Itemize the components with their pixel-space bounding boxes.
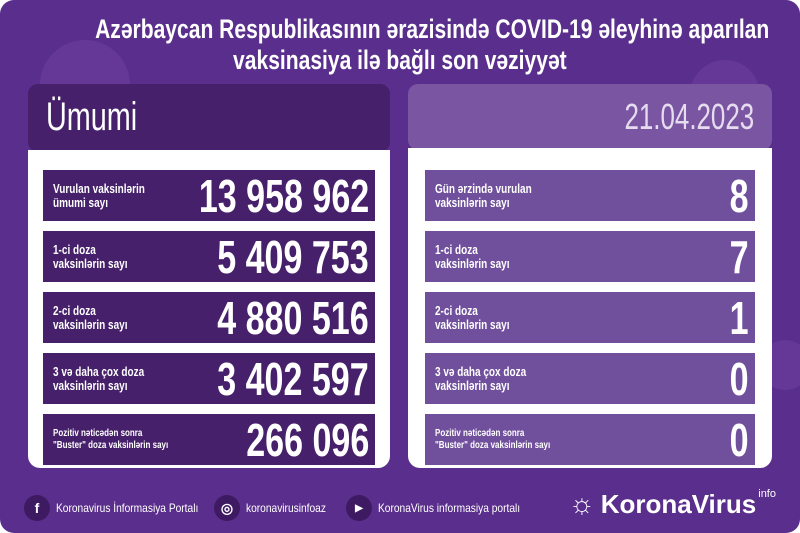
facebook-link[interactable]: f Koronavirus İnformasiya Portalı bbox=[24, 492, 223, 524]
stat-value: 4 880 516 bbox=[217, 292, 369, 344]
stat-value: 13 958 962 bbox=[198, 170, 369, 222]
instagram-icon: ◎ bbox=[214, 495, 240, 521]
koronavirus-logo: ☼ KoronaVirus info bbox=[569, 488, 776, 519]
stat-row: Vurulan vaksinlərin ümumi sayı 13 958 962 bbox=[43, 170, 375, 222]
stat-value: 7 bbox=[730, 231, 749, 283]
stat-row: Pozitiv nəticədən sonra "Buster" doza vak… bbox=[43, 414, 375, 466]
facebook-icon: f bbox=[24, 495, 50, 521]
youtube-icon: ▶ bbox=[346, 495, 372, 521]
stat-value: 1 bbox=[730, 292, 749, 344]
stat-value: 0 bbox=[730, 414, 749, 466]
stat-row: Pozitiv nəticədən sonra "Buster" doza vak… bbox=[425, 414, 755, 466]
stat-row: 3 və daha çox doza vaksinlərin sayı 3 402 … bbox=[43, 353, 375, 405]
stat-row: 1-ci doza vaksinlərin sayı 7 bbox=[425, 231, 755, 283]
total-header: Ümumi bbox=[28, 84, 390, 152]
stat-row: 2-ci doza vaksinlərin sayı 4 880 516 bbox=[43, 292, 375, 344]
stat-value: 8 bbox=[730, 170, 749, 222]
date-header: 21.04.2023 bbox=[408, 84, 772, 150]
stat-value: 3 402 597 bbox=[217, 353, 369, 405]
stat-row: 3 və daha çox doza vaksinlərin sayı 0 bbox=[425, 353, 755, 405]
instagram-link[interactable]: ◎ koronavirusinfoaz bbox=[214, 492, 340, 524]
stat-value: 0 bbox=[730, 353, 749, 405]
stat-value: 266 096 bbox=[245, 414, 369, 466]
page-title: Azərbaycan Respublikasının ərazisində CO… bbox=[95, 14, 770, 75]
total-header-label: Ümumi bbox=[46, 95, 138, 139]
stat-value: 5 409 753 bbox=[217, 231, 369, 283]
daily-card: Gün ərzində vurulan vaksinlərin sayı 8 1-c… bbox=[408, 148, 772, 468]
date-label: 21.04.2023 bbox=[624, 96, 754, 137]
footer: f Koronavirus İnformasiya Portalı ◎ korona… bbox=[24, 488, 776, 524]
sun-icon: ☼ bbox=[569, 488, 595, 519]
youtube-link[interactable]: ▶ KoronaVirus informasiya portalı bbox=[346, 492, 545, 524]
stat-row: Gün ərzində vurulan vaksinlərin sayı 8 bbox=[425, 170, 755, 222]
stat-row: 2-ci doza vaksinlərin sayı 1 bbox=[425, 292, 755, 344]
total-card: Vurulan vaksinlərin ümumi sayı 13 958 962 … bbox=[28, 150, 390, 468]
stat-row: 1-ci doza vaksinlərin sayı 5 409 753 bbox=[43, 231, 375, 283]
